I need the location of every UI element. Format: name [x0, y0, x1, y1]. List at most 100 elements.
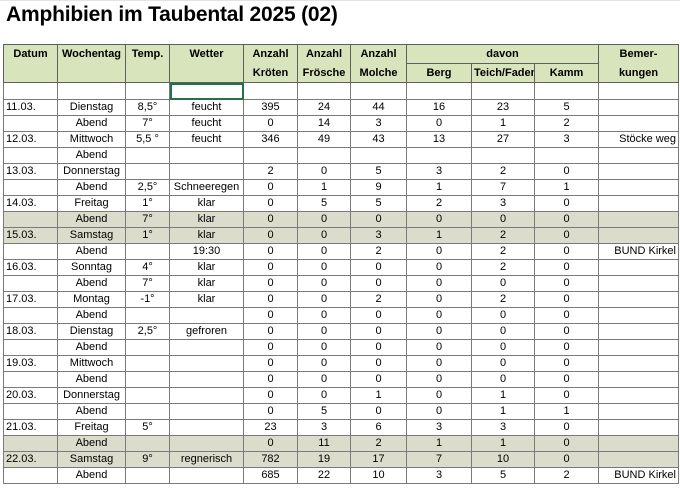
bemerkungen-cell[interactable] [598, 275, 679, 292]
kamm-cell[interactable]: 0 [534, 451, 599, 468]
kroeten-cell[interactable]: 395 [243, 99, 298, 116]
header-kroeten-top[interactable]: Anzahl [243, 44, 298, 64]
teich-faden-cell[interactable]: 0 [471, 211, 535, 228]
header-molche-top[interactable]: Anzahl [350, 44, 407, 64]
molche-cell[interactable]: 17 [350, 451, 407, 468]
datum-cell[interactable]: 18.03. [3, 323, 58, 340]
kamm-cell[interactable]: 0 [534, 275, 599, 292]
teich-faden-cell[interactable]: 0 [471, 323, 535, 340]
wetter-cell[interactable]: Schneeregen [169, 179, 244, 196]
berg-cell[interactable]: 0 [406, 275, 472, 292]
datum-cell[interactable]: 20.03. [3, 387, 58, 404]
datum-cell[interactable]: 13.03. [3, 163, 58, 180]
teich-faden-cell[interactable]: 7 [471, 179, 535, 196]
temp-cell[interactable] [125, 435, 170, 452]
molche-cell[interactable]: 0 [350, 355, 407, 372]
bemerkungen-cell[interactable]: BUND Kirkel [598, 467, 679, 484]
wetter-cell[interactable] [169, 147, 244, 164]
kamm-cell[interactable] [534, 147, 599, 164]
datum-cell[interactable]: 15.03. [3, 227, 58, 244]
wochentag-cell[interactable]: Abend [57, 339, 126, 356]
molche-cell[interactable]: 2 [350, 291, 407, 308]
datum-cell[interactable]: 14.03. [3, 195, 58, 212]
kamm-cell[interactable]: 0 [534, 195, 599, 212]
bemerkungen-cell[interactable] [598, 115, 679, 132]
kroeten-cell[interactable] [243, 147, 298, 164]
molche-cell[interactable]: 0 [350, 259, 407, 276]
temp-cell[interactable]: 7° [125, 275, 170, 292]
bemerkungen-cell[interactable] [598, 339, 679, 356]
datum-cell[interactable]: 12.03. [3, 131, 58, 148]
header-bemerkungen[interactable]: kungen [598, 63, 679, 83]
kroeten-cell[interactable]: 0 [243, 227, 298, 244]
temp-cell[interactable] [125, 307, 170, 324]
header-froesche[interactable]: Frösche [297, 63, 351, 83]
kroeten-cell[interactable]: 0 [243, 259, 298, 276]
bemerkungen-cell[interactable] [598, 179, 679, 196]
berg-cell[interactable]: 16 [406, 99, 472, 116]
wochentag-cell[interactable]: Abend [57, 211, 126, 228]
wochentag-cell[interactable]: Abend [57, 371, 126, 388]
temp-cell[interactable] [125, 387, 170, 404]
molche-cell[interactable]: 9 [350, 179, 407, 196]
cell[interactable] [297, 82, 351, 100]
kamm-cell[interactable]: 0 [534, 323, 599, 340]
header-datum[interactable]: Datum [3, 44, 58, 64]
froesche-cell[interactable]: 0 [297, 227, 351, 244]
temp-cell[interactable]: 2,5° [125, 323, 170, 340]
temp-cell[interactable] [125, 243, 170, 260]
berg-cell[interactable]: 7 [406, 451, 472, 468]
kroeten-cell[interactable]: 2 [243, 163, 298, 180]
froesche-cell[interactable]: 0 [297, 387, 351, 404]
kroeten-cell[interactable]: 0 [243, 307, 298, 324]
wochentag-cell[interactable]: Abend [57, 179, 126, 196]
wetter-cell[interactable]: klar [169, 259, 244, 276]
bemerkungen-cell[interactable]: BUND Kirkel [598, 243, 679, 260]
kamm-cell[interactable]: 0 [534, 307, 599, 324]
cell[interactable] [471, 82, 535, 100]
wochentag-cell[interactable]: Freitag [57, 419, 126, 436]
berg-cell[interactable]: 0 [406, 339, 472, 356]
kamm-cell[interactable]: 0 [534, 259, 599, 276]
froesche-cell[interactable]: 3 [297, 419, 351, 436]
teich-faden-cell[interactable]: 0 [471, 355, 535, 372]
temp-cell[interactable]: -1° [125, 291, 170, 308]
molche-cell[interactable]: 5 [350, 163, 407, 180]
datum-cell[interactable] [3, 435, 58, 452]
berg-cell[interactable]: 3 [406, 163, 472, 180]
kamm-cell[interactable]: 0 [534, 163, 599, 180]
temp-cell[interactable]: 1° [125, 195, 170, 212]
wetter-cell[interactable] [169, 355, 244, 372]
cell[interactable] [350, 82, 407, 100]
datum-cell[interactable] [3, 275, 58, 292]
froesche-cell[interactable]: 22 [297, 467, 351, 484]
bemerkungen-cell[interactable] [598, 307, 679, 324]
froesche-cell[interactable]: 19 [297, 451, 351, 468]
berg-cell[interactable]: 0 [406, 355, 472, 372]
header-kamm[interactable]: Kamm [534, 63, 599, 83]
wetter-cell[interactable] [169, 435, 244, 452]
wetter-cell[interactable] [169, 371, 244, 388]
kroeten-cell[interactable]: 0 [243, 275, 298, 292]
kamm-cell[interactable]: 0 [534, 291, 599, 308]
molche-cell[interactable]: 2 [350, 243, 407, 260]
molche-cell[interactable]: 0 [350, 323, 407, 340]
teich-faden-cell[interactable]: 23 [471, 99, 535, 116]
molche-cell[interactable]: 0 [350, 403, 407, 420]
bemerkungen-cell[interactable] [598, 163, 679, 180]
header-wochentag-cont[interactable] [57, 63, 126, 83]
molche-cell[interactable]: 2 [350, 435, 407, 452]
wochentag-cell[interactable]: Mittwoch [57, 355, 126, 372]
temp-cell[interactable] [125, 467, 170, 484]
header-bemerkungen-top[interactable]: Bemer- [598, 44, 679, 64]
wochentag-cell[interactable]: Donnerstag [57, 163, 126, 180]
wetter-cell[interactable] [169, 387, 244, 404]
teich-faden-cell[interactable]: 2 [471, 291, 535, 308]
berg-cell[interactable]: 0 [406, 243, 472, 260]
kamm-cell[interactable]: 5 [534, 99, 599, 116]
header-temp[interactable]: Temp. [125, 44, 170, 64]
molche-cell[interactable]: 0 [350, 307, 407, 324]
header-wetter[interactable]: Wetter [169, 44, 244, 64]
froesche-cell[interactable]: 24 [297, 99, 351, 116]
froesche-cell[interactable]: 0 [297, 291, 351, 308]
